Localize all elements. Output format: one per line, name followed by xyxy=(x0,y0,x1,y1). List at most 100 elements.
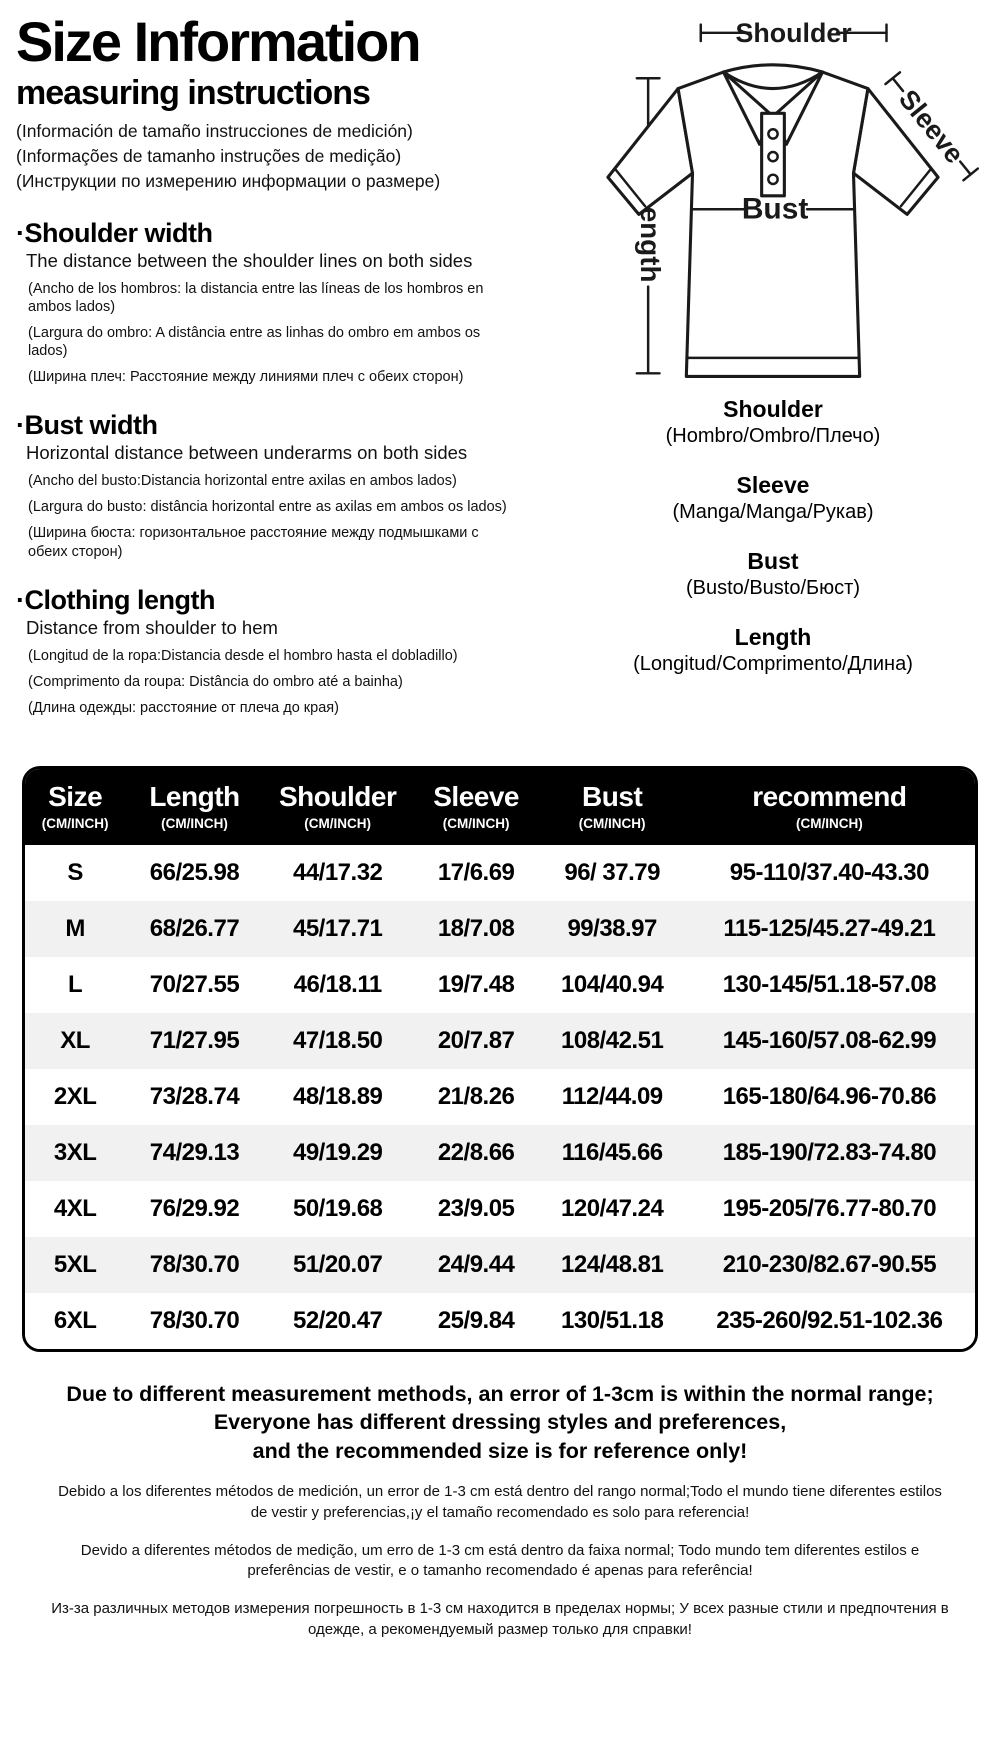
note-english-line: Everyone has different dressing styles a… xyxy=(213,1410,787,1435)
disclaimer-notes: Due to different measurement methods, an… xyxy=(0,1380,1000,1640)
section-translation-es: (Ancho del busto:Distancia horizontal en… xyxy=(28,473,457,490)
legend-length: Length (Longitud/Comprimento/Длина) xyxy=(633,624,913,676)
polo-shirt-illustration-icon: Shoulder Length Sleeve xyxy=(606,18,980,378)
legend-name: Length xyxy=(734,624,812,650)
section-translation-es: (Longitud de la ropa:Distancia desde el … xyxy=(28,647,458,664)
table-row: M 68/26.77 45/17.71 18/7.08 99/38.97 115… xyxy=(25,901,975,957)
section-title: ·Shoulder width xyxy=(16,217,213,248)
table-row: S 66/25.98 44/17.32 17/6.69 96/ 37.79 95… xyxy=(25,845,975,901)
cell-recommend: 185-190/72.83-74.80 xyxy=(722,1139,937,1166)
cell-bust: 124/48.81 xyxy=(561,1251,664,1278)
cell-sleeve: 17/6.69 xyxy=(437,859,515,886)
cell-length: 68/26.77 xyxy=(149,915,240,942)
legend-translations: (Busto/Busto/Бюст) xyxy=(685,577,860,599)
cell-length: 74/29.13 xyxy=(149,1139,240,1166)
table-row: 4XL 76/29.92 50/19.68 23/9.05 120/47.24 … xyxy=(25,1181,975,1237)
cell-bust: 108/42.51 xyxy=(561,1027,664,1054)
cell-shoulder: 52/20.47 xyxy=(292,1307,383,1334)
diagram-shoulder-label: Shoulder xyxy=(736,18,853,48)
cell-size: M xyxy=(65,915,85,942)
page-subtitle: measuring instructions xyxy=(16,74,371,112)
column-header-shoulder: Shoulder (CM/INCH) xyxy=(279,781,397,831)
cell-recommend: 210-230/82.67-90.55 xyxy=(722,1251,937,1278)
cell-length: 66/25.98 xyxy=(149,859,240,886)
legend-translations: (Longitud/Comprimento/Длина) xyxy=(633,653,913,675)
cell-sleeve: 22/8.66 xyxy=(437,1139,515,1166)
subtitle-translations: (Información de tamaño instrucciones de … xyxy=(16,119,546,194)
cell-length: 71/27.95 xyxy=(149,1027,240,1054)
cell-bust: 96/ 37.79 xyxy=(564,859,660,886)
cell-shoulder: 48/18.89 xyxy=(292,1083,383,1110)
page-title: Size Information xyxy=(16,10,422,73)
section-translation-ru: (Ширина бюста: горизонтальное расстояние… xyxy=(28,525,479,560)
cell-size: S xyxy=(67,859,83,886)
size-table: Size (CM/INCH) Length (CM/INCH) Shoulder… xyxy=(22,766,978,1352)
cell-bust: 120/47.24 xyxy=(561,1195,664,1222)
note-portuguese: Devido a diferentes métodos de medição, … xyxy=(80,1541,920,1580)
section-clothing-length: ·Clothing length Distance from shoulder … xyxy=(16,585,546,717)
instructions-column: Size Information measuring instructions … xyxy=(16,10,546,762)
cell-size: 3XL xyxy=(53,1139,97,1166)
polo-shirt-diagram: Shoulder Length Sleeve xyxy=(546,10,1000,392)
cell-recommend: 130-145/51.18-57.08 xyxy=(722,971,937,998)
cell-size: 5XL xyxy=(53,1251,97,1278)
legend-name: Bust xyxy=(747,548,799,574)
section-translation-pt: (Largura do busto: distância horizontal … xyxy=(28,499,507,516)
cell-bust: 104/40.94 xyxy=(561,971,664,998)
cell-length: 76/29.92 xyxy=(149,1195,240,1222)
cell-sleeve: 19/7.48 xyxy=(437,971,515,998)
cell-size: 6XL xyxy=(53,1307,97,1334)
section-translation-pt: (Largura do ombro: A distância entre as … xyxy=(28,324,481,359)
cell-sleeve: 25/9.84 xyxy=(437,1307,515,1334)
section-title: ·Clothing length xyxy=(16,584,215,615)
cell-sleeve: 18/7.08 xyxy=(437,915,515,942)
cell-length: 78/30.70 xyxy=(149,1251,240,1278)
subtitle-translation-pt: (Informações de tamanho instruções de me… xyxy=(16,145,402,166)
cell-sleeve: 21/8.26 xyxy=(437,1083,515,1110)
cell-shoulder: 49/19.29 xyxy=(292,1139,383,1166)
column-header-size: Size (CM/INCH) xyxy=(41,781,109,831)
cell-shoulder: 47/18.50 xyxy=(292,1027,383,1054)
column-header-length: Length (CM/INCH) xyxy=(149,781,240,831)
cell-length: 70/27.55 xyxy=(149,971,240,998)
cell-recommend: 165-180/64.96-70.86 xyxy=(722,1083,937,1110)
cell-shoulder: 46/18.11 xyxy=(293,971,383,998)
note-english-line: and the recommended size is for referenc… xyxy=(252,1438,748,1463)
section-translation-ru: (Ширина плеч: Расстояние между линиями п… xyxy=(28,369,464,386)
cell-recommend: 95-110/37.40-43.30 xyxy=(729,859,930,886)
legend-name: Sleeve xyxy=(736,472,810,498)
cell-recommend: 235-260/92.51-102.36 xyxy=(716,1307,943,1334)
legend-sleeve: Sleeve (Manga/Manga/Рукав) xyxy=(633,472,913,524)
top-section: Size Information measuring instructions … xyxy=(0,0,1000,762)
legend-translations: (Manga/Manga/Рукав) xyxy=(672,501,874,523)
cell-shoulder: 45/17.71 xyxy=(292,915,383,942)
column-header-bust: Bust (CM/INCH) xyxy=(578,781,646,831)
column-header-sleeve: Sleeve (CM/INCH) xyxy=(433,781,519,831)
table-row: L 70/27.55 46/18.11 19/7.48 104/40.94 13… xyxy=(25,957,975,1013)
table-row: 6XL 78/30.70 52/20.47 25/9.84 130/51.18 … xyxy=(25,1293,975,1349)
cell-sleeve: 24/9.44 xyxy=(437,1251,515,1278)
column-header-recommend: recommend (CM/INCH) xyxy=(752,781,907,831)
section-translation-ru: (Длина одежды: расстояние от плеча до кр… xyxy=(28,699,339,716)
cell-size: 4XL xyxy=(53,1195,97,1222)
cell-recommend: 195-205/76.77-80.70 xyxy=(722,1195,937,1222)
table-row: 3XL 74/29.13 49/19.29 22/8.66 116/45.66 … xyxy=(25,1125,975,1181)
legend-bust: Bust (Busto/Busto/Бюст) xyxy=(633,548,913,600)
table-row: XL 71/27.95 47/18.50 20/7.87 108/42.51 1… xyxy=(25,1013,975,1069)
section-description: Distance from shoulder to hem xyxy=(26,616,278,638)
subtitle-translation-es: (Información de tamaño instrucciones de … xyxy=(16,121,413,141)
cell-shoulder: 51/20.07 xyxy=(292,1251,383,1278)
legend-translations: (Hombro/Ombro/Плечо) xyxy=(665,425,881,447)
note-russian: Из-за различных методов измерения погреш… xyxy=(51,1599,949,1638)
cell-size: L xyxy=(68,971,83,998)
diagram-bust-label: Bust xyxy=(742,193,808,226)
section-description: Horizontal distance between underarms on… xyxy=(26,442,468,464)
note-english-line: Due to different measurement methods, an… xyxy=(66,1382,934,1406)
table-header-row: Size (CM/INCH) Length (CM/INCH) Shoulder… xyxy=(25,769,975,845)
note-english: Due to different measurement methods, an… xyxy=(0,1380,1000,1465)
diagram-column: Shoulder Length Sleeve xyxy=(546,10,1000,762)
subtitle-translation-ru: (Инструкции по измерению информации о ра… xyxy=(16,170,441,191)
cell-bust: 116/45.66 xyxy=(561,1139,663,1166)
section-shoulder-width: ·Shoulder width The distance between the… xyxy=(16,218,546,387)
cell-bust: 99/38.97 xyxy=(567,915,657,942)
